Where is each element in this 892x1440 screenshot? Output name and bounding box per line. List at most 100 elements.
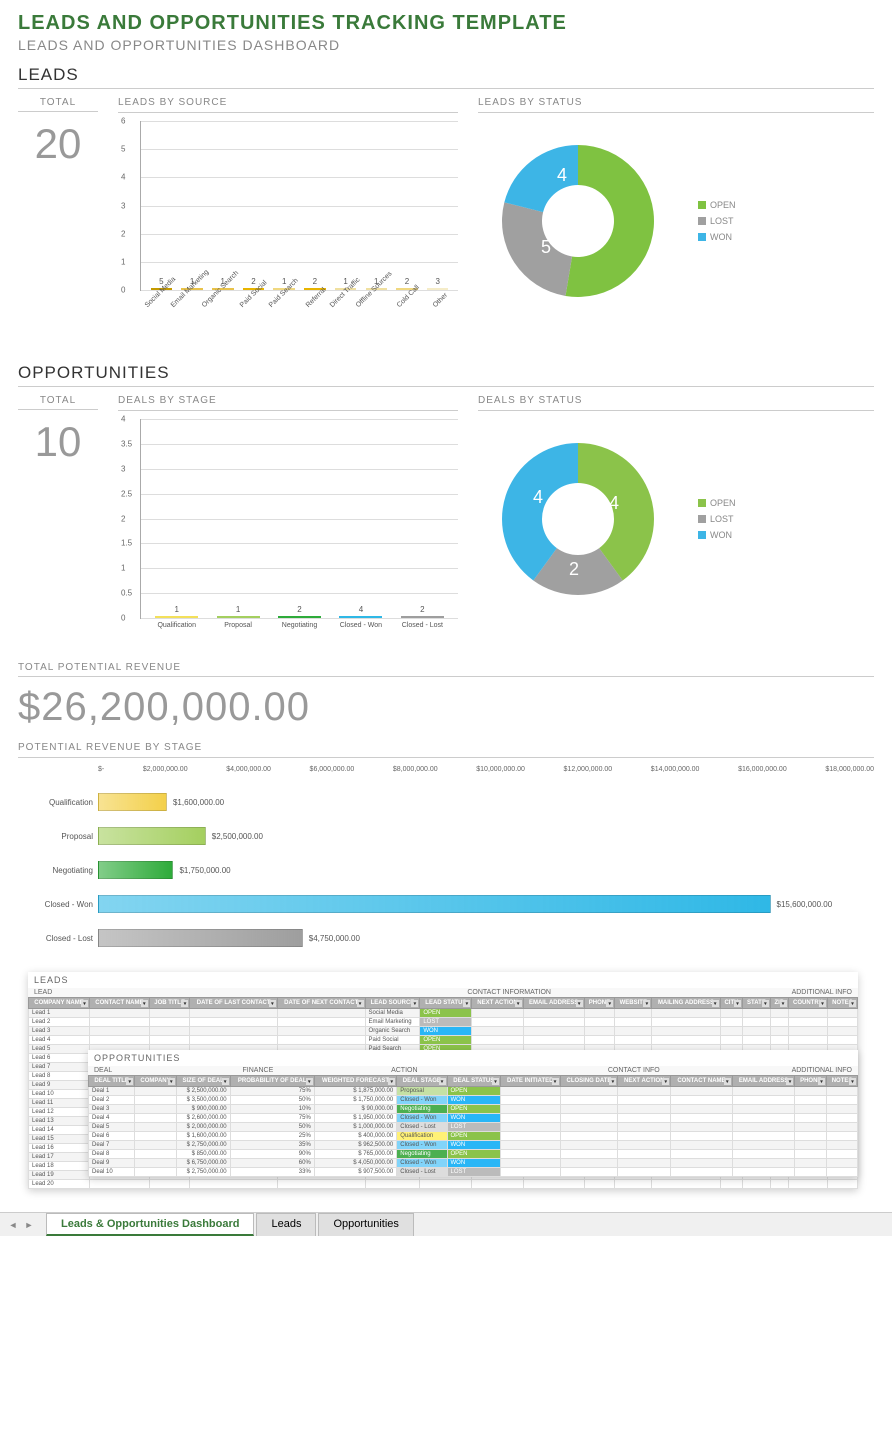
table-header[interactable]: COUNTRY▾ <box>788 998 827 1009</box>
tab-nav-prev[interactable]: ◄ <box>6 1218 20 1232</box>
divider <box>18 409 98 410</box>
filter-dropdown-icon[interactable]: ▾ <box>849 1000 856 1007</box>
divider <box>118 410 458 411</box>
table-header[interactable]: NOTES▾ <box>827 1076 858 1087</box>
bar-item: 2Referral <box>300 277 331 290</box>
table-header[interactable]: DEAL STATUS▾ <box>447 1076 500 1087</box>
filter-dropdown-icon[interactable]: ▾ <box>662 1078 669 1085</box>
filter-dropdown-icon[interactable]: ▾ <box>388 1078 395 1085</box>
table-header[interactable]: LEAD STATUS▾ <box>420 998 472 1009</box>
table-row[interactable]: Deal 9$ 6,750,000.0060%$ 4,050,000.00Clo… <box>89 1159 858 1168</box>
table-header[interactable]: MAILING ADDRESS▾ <box>652 998 720 1009</box>
filter-dropdown-icon[interactable]: ▾ <box>126 1078 133 1085</box>
filter-dropdown-icon[interactable]: ▾ <box>762 1000 769 1007</box>
leads-section-title: LEADS <box>18 65 874 85</box>
table-header[interactable]: NOTES▾ <box>827 998 857 1009</box>
filter-dropdown-icon[interactable]: ▾ <box>786 1078 793 1085</box>
sheet-tab[interactable]: Opportunities <box>318 1213 413 1236</box>
leads-table-title: LEADS <box>28 972 858 988</box>
filter-dropdown-icon[interactable]: ▾ <box>643 1000 650 1007</box>
table-header[interactable]: PHONE▾ <box>584 998 615 1009</box>
table-row[interactable]: Lead 3Organic SearchWON <box>29 1027 858 1036</box>
table-header[interactable]: STATE▾ <box>742 998 770 1009</box>
sheet-tab[interactable]: Leads <box>256 1213 316 1236</box>
table-header[interactable]: NEXT ACTION▾ <box>618 1076 671 1087</box>
leads-by-source-chart: 01234565Social Media1Email Marketing1Org… <box>140 121 458 291</box>
filter-dropdown-icon[interactable]: ▾ <box>734 1000 741 1007</box>
table-header[interactable]: WEIGHTED FORECAST▾ <box>314 1076 396 1087</box>
table-header[interactable]: NEXT ACTION▾ <box>472 998 523 1009</box>
bar-item: 4Closed - Won <box>330 605 391 618</box>
tab-nav-next[interactable]: ► <box>22 1218 36 1232</box>
table-header[interactable]: ZIP▾ <box>770 998 788 1009</box>
table-header[interactable]: CONTACT NAME▾ <box>671 1076 733 1087</box>
filter-dropdown-icon[interactable]: ▾ <box>780 1000 787 1007</box>
table-row[interactable]: Lead 20 <box>29 1180 858 1189</box>
filter-dropdown-icon[interactable]: ▾ <box>724 1078 731 1085</box>
table-row[interactable]: Deal 8$ 850,000.0090%$ 765,000.00Negotia… <box>89 1150 858 1159</box>
divider <box>18 88 874 89</box>
hbar-row: Closed - Lost$4,750,000.00 <box>98 924 874 952</box>
table-header[interactable]: DATE OF LAST CONTACT▾ <box>190 998 277 1009</box>
bar-item: 1Offline Sources <box>361 277 392 290</box>
table-header[interactable]: PROBABILITY OF DEAL▾ <box>230 1076 314 1087</box>
table-header[interactable]: DEAL TITLE▾ <box>89 1076 135 1087</box>
filter-dropdown-icon[interactable]: ▾ <box>439 1078 446 1085</box>
table-row[interactable]: Deal 6$ 1,600,000.0025%$ 400,000.00Quali… <box>89 1132 858 1141</box>
table-row[interactable]: Deal 2$ 3,500,000.0050%$ 1,750,000.00Clo… <box>89 1096 858 1105</box>
filter-dropdown-icon[interactable]: ▾ <box>492 1078 499 1085</box>
table-row[interactable]: Lead 2Email MarketingLOST <box>29 1018 858 1027</box>
total-revenue-value: $26,200,000.00 <box>18 685 874 730</box>
table-header[interactable]: DEAL STAGE▾ <box>397 1076 447 1087</box>
divider <box>18 757 874 758</box>
filter-dropdown-icon[interactable]: ▾ <box>168 1078 175 1085</box>
table-header[interactable]: CITY▾ <box>720 998 742 1009</box>
table-header[interactable]: COMPANY NAME▾ <box>29 998 90 1009</box>
table-header[interactable]: EMAIL ADDRESS▾ <box>523 998 584 1009</box>
filter-dropdown-icon[interactable]: ▾ <box>552 1078 559 1085</box>
filter-dropdown-icon[interactable]: ▾ <box>463 1000 470 1007</box>
filter-dropdown-icon[interactable]: ▾ <box>515 1000 522 1007</box>
filter-dropdown-icon[interactable]: ▾ <box>606 1000 613 1007</box>
filter-dropdown-icon[interactable]: ▾ <box>712 1000 719 1007</box>
filter-dropdown-icon[interactable]: ▾ <box>818 1078 825 1085</box>
filter-dropdown-icon[interactable]: ▾ <box>269 1000 276 1007</box>
filter-dropdown-icon[interactable]: ▾ <box>819 1000 826 1007</box>
filter-dropdown-icon[interactable]: ▾ <box>576 1000 583 1007</box>
table-header[interactable]: PHONE▾ <box>795 1076 827 1087</box>
filter-dropdown-icon[interactable]: ▾ <box>411 1000 418 1007</box>
filter-dropdown-icon[interactable]: ▾ <box>849 1078 856 1085</box>
table-header[interactable]: EMAIL ADDRESS▾ <box>732 1076 795 1087</box>
table-header[interactable]: DATE INITIATED▾ <box>500 1076 560 1087</box>
page-subtitle: LEADS AND OPPORTUNITIES DASHBOARD <box>18 37 874 53</box>
table-header[interactable]: CONTACT NAME▾ <box>90 998 150 1009</box>
table-header[interactable]: DATE OF NEXT CONTACT▾ <box>277 998 365 1009</box>
table-header[interactable]: JOB TITLE▾ <box>149 998 190 1009</box>
filter-dropdown-icon[interactable]: ▾ <box>609 1078 616 1085</box>
table-row[interactable]: Deal 4$ 2,600,000.0075%$ 1,950,000.00Clo… <box>89 1114 858 1123</box>
donut-slice <box>502 202 572 296</box>
table-row[interactable]: Deal 3$ 900,000.0010%$ 90,000.00Negotiat… <box>89 1105 858 1114</box>
table-row[interactable]: Deal 5$ 2,000,000.0050%$ 1,000,000.00Clo… <box>89 1123 858 1132</box>
filter-dropdown-icon[interactable]: ▾ <box>306 1078 313 1085</box>
table-row[interactable]: Lead 1Social MediaOPEN <box>29 1009 858 1018</box>
svg-text:4: 4 <box>557 165 567 185</box>
table-header[interactable]: LEAD SOURCE▾ <box>365 998 420 1009</box>
filter-dropdown-icon[interactable]: ▾ <box>357 1000 364 1007</box>
sheet-tab[interactable]: Leads & Opportunities Dashboard <box>46 1213 254 1236</box>
table-row[interactable]: Deal 7$ 2,750,000.0035%$ 962,500.00Close… <box>89 1141 858 1150</box>
table-header[interactable]: SIZE OF DEAL▾ <box>176 1076 230 1087</box>
leads-by-status-donut: 1054 <box>478 121 678 321</box>
filter-dropdown-icon[interactable]: ▾ <box>181 1000 188 1007</box>
table-row[interactable]: Deal 1$ 2,500,000.0075%$ 1,875,000.00Pro… <box>89 1087 858 1096</box>
table-header[interactable]: CLOSING DATE▾ <box>560 1076 618 1087</box>
table-row[interactable]: Lead 4Paid SocialOPEN <box>29 1036 858 1045</box>
filter-dropdown-icon[interactable]: ▾ <box>81 1000 88 1007</box>
filter-dropdown-icon[interactable]: ▾ <box>222 1078 229 1085</box>
table-header[interactable]: COMPANY▾ <box>135 1076 176 1087</box>
opps-table-title: OPPORTUNITIES <box>88 1050 858 1066</box>
filter-dropdown-icon[interactable]: ▾ <box>141 1000 148 1007</box>
deals-by-stage-label: DEALS BY STAGE <box>118 395 458 406</box>
table-header[interactable]: WEBSITE▾ <box>615 998 652 1009</box>
table-row[interactable]: Deal 10$ 2,750,000.0033%$ 907,500.00Clos… <box>89 1168 858 1177</box>
